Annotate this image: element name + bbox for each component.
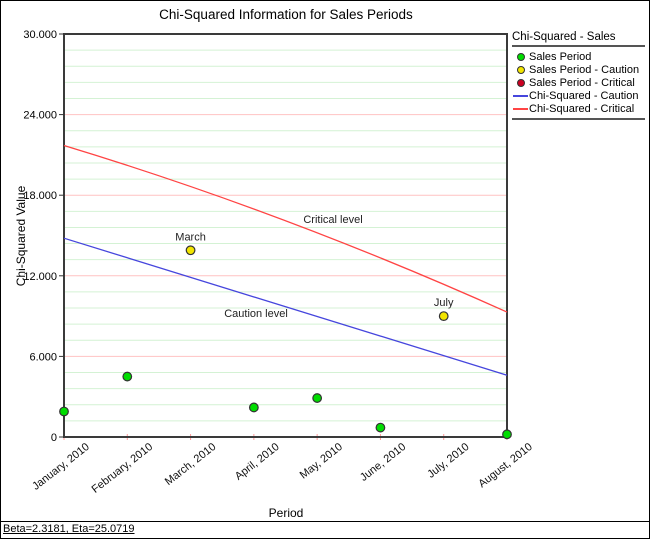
data-point bbox=[438, 311, 449, 322]
dot-icon bbox=[516, 78, 525, 87]
x-tick-label: March, 2010 bbox=[163, 441, 219, 488]
critical-line bbox=[63, 144, 508, 313]
x-tick-label: June, 2010 bbox=[358, 441, 408, 484]
data-point bbox=[375, 422, 386, 433]
y-tick-label: 24.000 bbox=[23, 110, 57, 122]
x-tick-label: January, 2010 bbox=[30, 441, 92, 493]
caution-line bbox=[63, 237, 508, 376]
legend-dot-marker bbox=[512, 52, 529, 61]
footer-stats: Beta=2.3181, Eta=25.0719 bbox=[3, 523, 135, 535]
critical-line-label: Critical level bbox=[303, 214, 362, 226]
legend-dot-marker bbox=[512, 65, 529, 74]
legend-item: Chi-Squared - Caution bbox=[512, 89, 645, 102]
x-axis-title: Period bbox=[268, 506, 304, 520]
data-point bbox=[59, 406, 69, 417]
x-tick-label: August, 2010 bbox=[476, 441, 534, 490]
y-tick-label: 30.000 bbox=[23, 29, 57, 41]
data-point bbox=[312, 393, 323, 403]
legend-items: Sales Period Sales Period - Caution Sales … bbox=[512, 50, 645, 120]
x-tick-label: April, 2010 bbox=[233, 441, 282, 483]
data-point bbox=[248, 402, 259, 413]
legend-item: Sales Period - Caution bbox=[512, 63, 645, 76]
footer-bar: Beta=2.3181, Eta=25.0719 bbox=[1, 521, 649, 538]
y-tick-label: 12.000 bbox=[23, 271, 57, 283]
legend-item: Sales Period - Critical bbox=[512, 76, 645, 89]
y-tick-label: 6.000 bbox=[29, 351, 57, 363]
point-label: July bbox=[434, 297, 454, 309]
chart-title: Chi-Squared Information for Sales Period… bbox=[159, 7, 413, 22]
dot-icon bbox=[516, 52, 525, 61]
data-point bbox=[122, 371, 133, 382]
plot-background bbox=[64, 34, 507, 437]
data-point bbox=[502, 429, 512, 440]
legend-item-label: Sales Period bbox=[529, 50, 592, 63]
y-tick-label: 0 bbox=[51, 432, 57, 444]
point-label: March bbox=[175, 231, 206, 243]
line-icon bbox=[513, 107, 528, 110]
x-tick-label: February, 2010 bbox=[90, 441, 156, 496]
legend-dot-marker bbox=[512, 78, 529, 87]
legend-item-label: Chi-Squared - Caution bbox=[529, 89, 639, 102]
plot-frame bbox=[63, 33, 508, 438]
y-tick-label: 18.000 bbox=[23, 190, 57, 202]
dot-icon bbox=[516, 65, 525, 74]
x-tick-label: July, 2010 bbox=[425, 441, 471, 481]
legend-item-label: Sales Period - Caution bbox=[529, 63, 640, 76]
legend-title: Chi-Squared - Sales bbox=[512, 31, 645, 47]
caution-line-label: Caution level bbox=[224, 308, 288, 320]
x-tick-label: May, 2010 bbox=[298, 441, 345, 482]
data-point bbox=[185, 245, 196, 256]
line-icon bbox=[513, 94, 528, 97]
legend-line-marker bbox=[512, 107, 529, 110]
legend-item: Sales Period bbox=[512, 50, 645, 63]
legend-item-label: Sales Period - Critical bbox=[529, 76, 635, 89]
legend-item-label: Chi-Squared - Critical bbox=[529, 102, 635, 115]
legend-line-marker bbox=[512, 94, 529, 97]
legend: Chi-Squared - Sales Sales Period Sales Pe… bbox=[512, 31, 645, 120]
legend-item: Chi-Squared - Critical bbox=[512, 102, 645, 115]
